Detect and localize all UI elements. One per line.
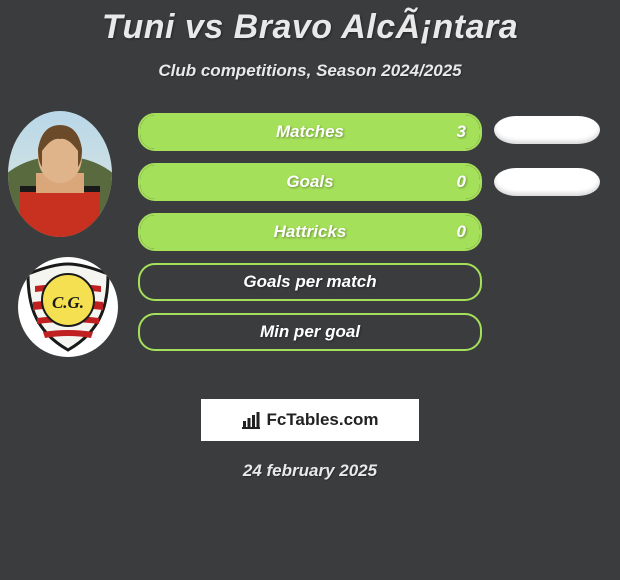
stat-label: Matches	[276, 122, 344, 142]
stat-row: Goals per match	[138, 263, 482, 301]
date-text: 24 february 2025	[0, 461, 620, 481]
right-pills-column	[494, 113, 600, 220]
stats-column: Matches 3 Goals 0 Hattricks 0 Goals per match M…	[138, 113, 482, 363]
stat-inner: Matches	[140, 115, 480, 149]
page-title: Tuni vs Bravo AlcÃ¡ntara	[0, 0, 620, 47]
svg-text:C.G.: C.G.	[52, 293, 84, 312]
stat-value: 0	[457, 215, 466, 249]
stat-inner: Hattricks	[140, 215, 480, 249]
content-area: C.G. Matches 3 Goals 0 Hattricks 0 Goals per m…	[0, 111, 620, 371]
stat-label: Goals per match	[243, 272, 376, 292]
club-logo: C.G.	[18, 257, 118, 357]
stat-row: Min per goal	[138, 313, 482, 351]
stat-inner: Min per goal	[140, 315, 480, 349]
stat-label: Min per goal	[260, 322, 360, 342]
page-subtitle: Club competitions, Season 2024/2025	[0, 61, 620, 81]
stat-label: Goals	[286, 172, 333, 192]
stat-value: 0	[457, 165, 466, 199]
stat-row: Hattricks 0	[138, 213, 482, 251]
stat-inner: Goals per match	[140, 265, 480, 299]
stat-inner: Goals	[140, 165, 480, 199]
fctables-text: FcTables.com	[266, 410, 378, 430]
stat-value: 3	[457, 115, 466, 149]
player-photo	[8, 111, 112, 237]
left-column: C.G.	[8, 111, 128, 357]
fctables-logo: FcTables.com	[201, 399, 419, 441]
comparison-pill	[494, 116, 600, 144]
comparison-pill	[494, 168, 600, 196]
stat-row: Matches 3	[138, 113, 482, 151]
stat-row: Goals 0	[138, 163, 482, 201]
bar-chart-icon	[241, 410, 261, 430]
stat-label: Hattricks	[274, 222, 347, 242]
